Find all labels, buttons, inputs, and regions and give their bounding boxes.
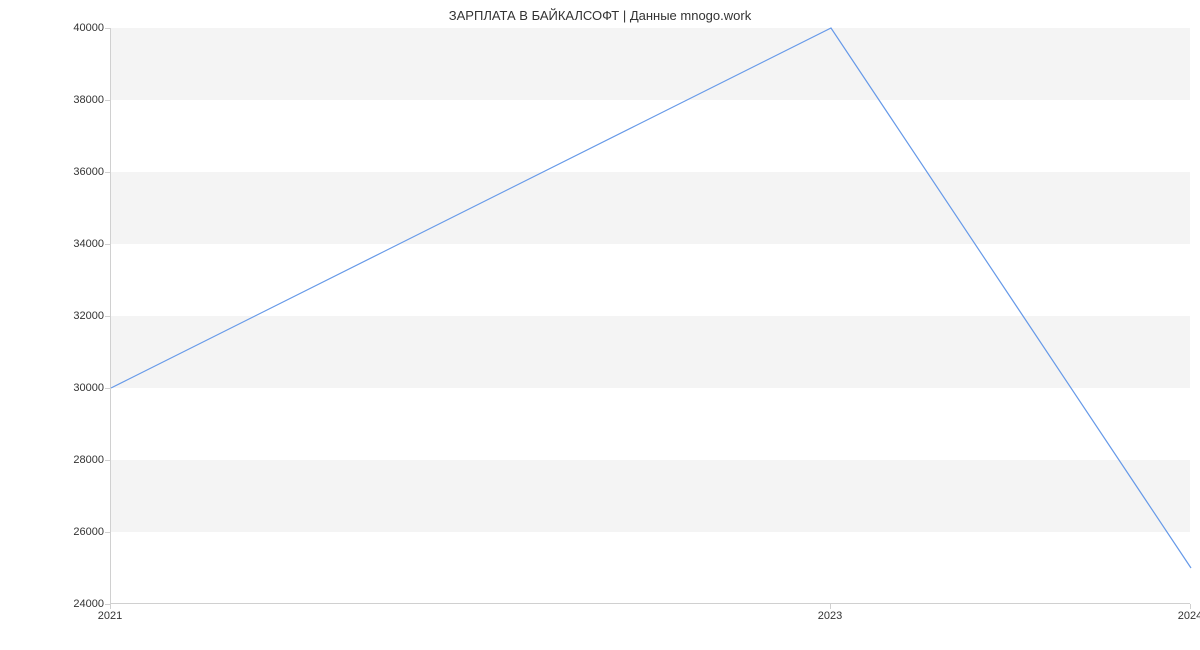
- y-tick-mark: [105, 388, 110, 389]
- y-tick-mark: [105, 532, 110, 533]
- y-tick-label: 28000: [73, 454, 104, 466]
- x-tick-mark: [110, 604, 111, 609]
- y-tick-mark: [105, 460, 110, 461]
- y-tick-label: 40000: [73, 22, 104, 34]
- plot-area: [110, 28, 1190, 604]
- y-tick-mark: [105, 316, 110, 317]
- y-tick-label: 26000: [73, 526, 104, 538]
- y-tick-mark: [105, 28, 110, 29]
- line-chart-svg: [111, 28, 1190, 603]
- x-tick-mark: [830, 604, 831, 609]
- chart-title: ЗАРПЛАТА В БАЙКАЛСОФТ | Данные mnogo.wor…: [449, 8, 751, 23]
- x-tick-label: 2024: [1178, 610, 1200, 622]
- y-tick-label: 38000: [73, 94, 104, 106]
- x-tick-label: 2023: [818, 610, 842, 622]
- y-tick-label: 30000: [73, 382, 104, 394]
- x-tick-mark: [1190, 604, 1191, 609]
- series-line: [111, 28, 1191, 568]
- y-tick-mark: [105, 172, 110, 173]
- y-tick-mark: [105, 100, 110, 101]
- y-tick-label: 36000: [73, 166, 104, 178]
- x-tick-label: 2021: [98, 610, 122, 622]
- y-tick-label: 32000: [73, 310, 104, 322]
- y-tick-label: 34000: [73, 238, 104, 250]
- y-tick-mark: [105, 244, 110, 245]
- y-tick-label: 24000: [73, 598, 104, 610]
